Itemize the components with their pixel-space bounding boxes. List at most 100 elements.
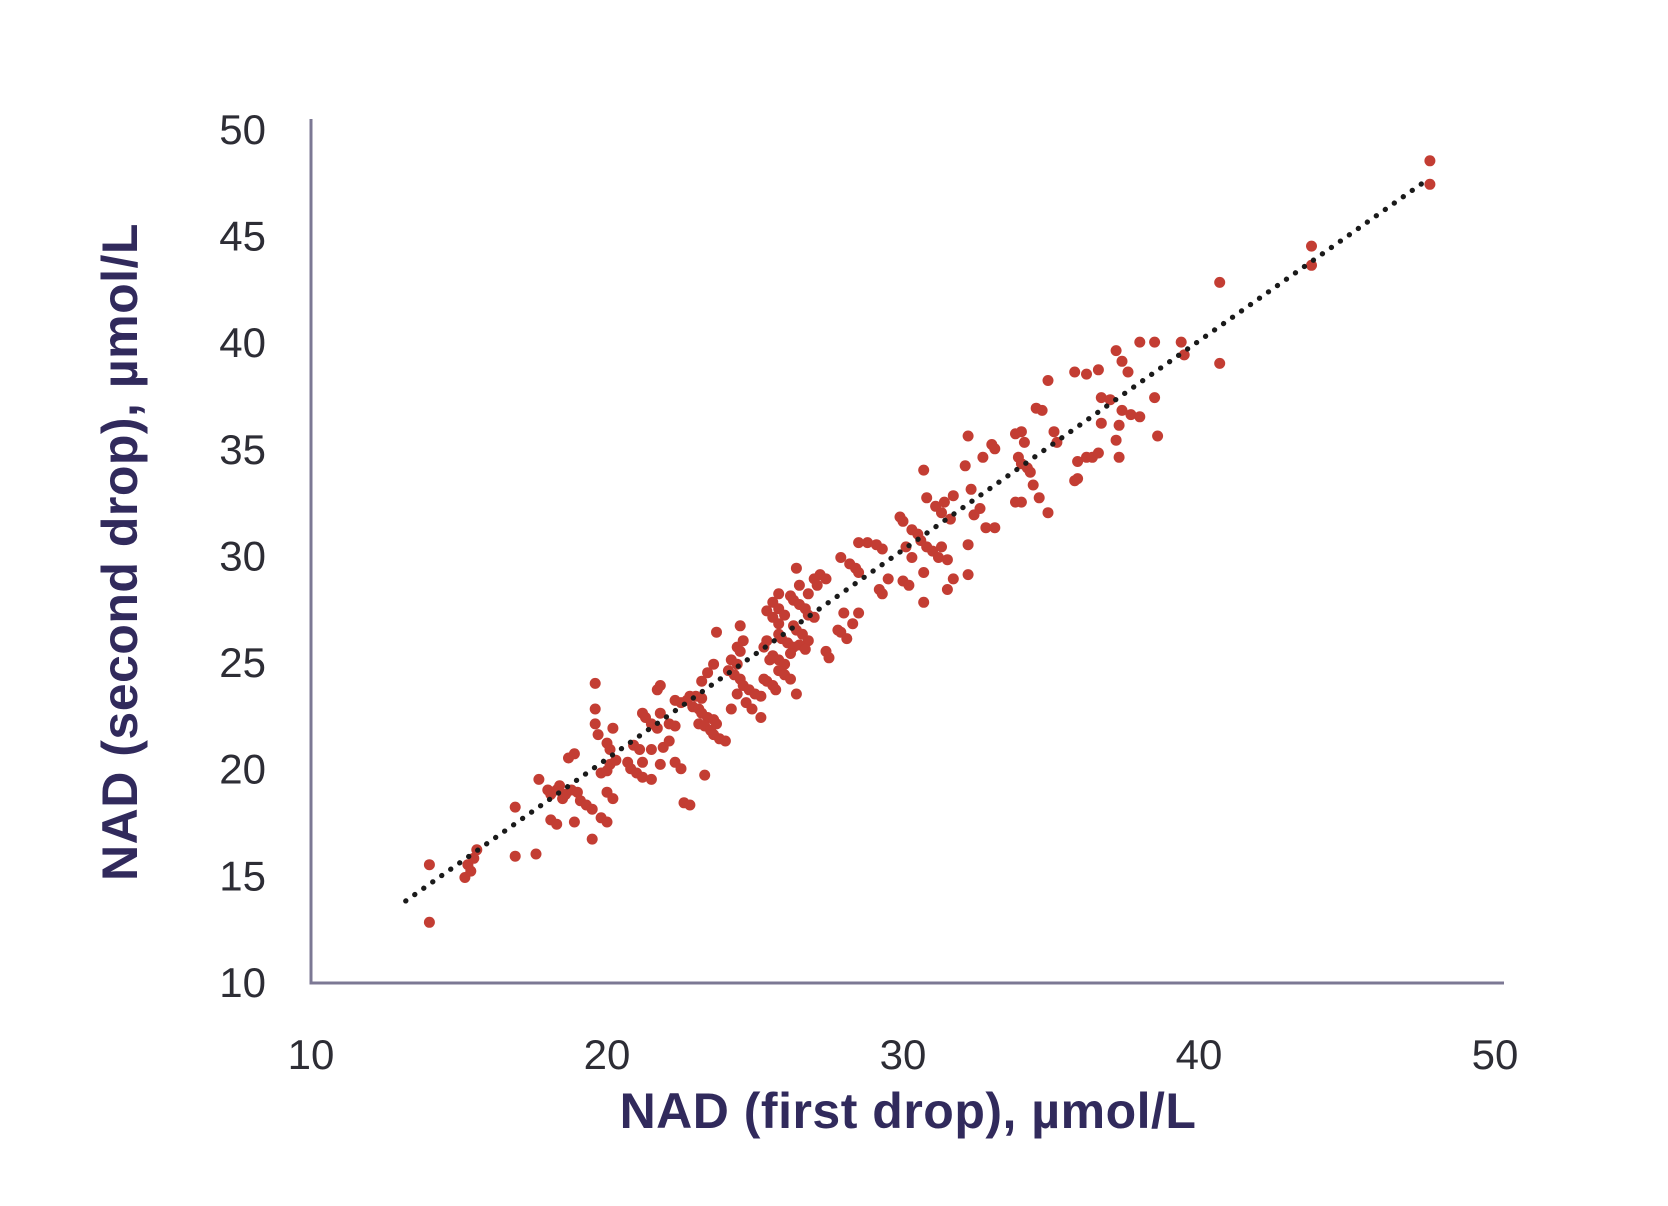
- data-point: [1033, 492, 1045, 504]
- data-point: [731, 688, 743, 700]
- data-point: [1042, 375, 1054, 386]
- data-point: [1092, 364, 1104, 376]
- data-point: [423, 916, 435, 928]
- data-point: [1424, 178, 1436, 190]
- data-point: [645, 744, 657, 755]
- data-point: [802, 635, 814, 647]
- y-tick-labels: 10 15 20 25 30 35 40 45 50: [219, 106, 266, 1006]
- data-point: [1072, 456, 1084, 467]
- data-point: [761, 635, 773, 647]
- data-point: [696, 692, 708, 704]
- data-point: [918, 567, 930, 578]
- data-point: [604, 744, 616, 755]
- data-point: [1134, 336, 1146, 348]
- data-point: [601, 816, 613, 828]
- y-tick-label: 45: [219, 213, 266, 260]
- data-point: [1072, 473, 1084, 485]
- x-tick-label: 20: [584, 1031, 631, 1078]
- y-tick-label: 15: [219, 852, 266, 899]
- points-layer: [423, 155, 1436, 928]
- data-point: [947, 490, 959, 502]
- x-tick-label: 40: [1176, 1031, 1223, 1078]
- data-point: [586, 803, 598, 815]
- data-point: [696, 675, 708, 687]
- data-point: [699, 769, 711, 781]
- data-point: [592, 729, 604, 741]
- x-tick-label: 30: [880, 1031, 927, 1078]
- data-point: [906, 552, 918, 563]
- data-point: [1122, 366, 1134, 378]
- data-point: [1018, 436, 1030, 448]
- trend-line: [403, 179, 1427, 904]
- x-tick-labels: 10 20 30 40 50: [288, 1031, 1519, 1078]
- data-point: [1149, 336, 1161, 348]
- data-point: [1134, 411, 1146, 423]
- data-point: [568, 816, 580, 828]
- data-point: [977, 451, 989, 463]
- data-point: [841, 633, 853, 645]
- data-point: [790, 562, 802, 574]
- data-point: [876, 588, 888, 600]
- data-point: [936, 507, 947, 519]
- data-point: [793, 579, 805, 591]
- data-point: [1116, 404, 1128, 416]
- data-point: [530, 848, 542, 860]
- data-point: [1081, 368, 1092, 380]
- data-point: [554, 780, 566, 792]
- axes-lines: [309, 119, 1504, 985]
- data-point: [918, 596, 930, 608]
- data-point: [607, 722, 619, 734]
- data-point: [1027, 479, 1039, 491]
- data-point: [568, 748, 580, 760]
- data-point: [785, 673, 796, 685]
- data-point: [651, 722, 663, 734]
- data-point: [882, 573, 894, 585]
- data-point: [1113, 419, 1125, 431]
- y-tick-label: 20: [219, 746, 266, 793]
- data-point: [853, 537, 865, 549]
- data-point: [571, 786, 583, 798]
- data-point: [423, 859, 435, 871]
- data-point: [1214, 357, 1226, 369]
- data-point: [980, 522, 992, 534]
- data-point: [835, 552, 847, 563]
- data-point: [918, 464, 930, 476]
- data-point: [959, 460, 971, 472]
- data-point: [989, 443, 1001, 455]
- data-point: [589, 703, 601, 715]
- data-point: [853, 567, 865, 578]
- data-point: [962, 430, 974, 442]
- data-point: [719, 735, 731, 747]
- data-point: [607, 793, 619, 805]
- data-point: [941, 584, 953, 595]
- data-point: [790, 688, 802, 700]
- data-point: [663, 735, 675, 747]
- data-point: [1015, 426, 1027, 438]
- y-axis-title: NAD (second drop), µmol/L: [92, 223, 148, 881]
- data-point: [1036, 404, 1048, 416]
- data-point: [799, 643, 811, 655]
- data-point: [876, 543, 888, 555]
- y-tick-label: 40: [219, 319, 266, 366]
- data-point: [779, 609, 791, 621]
- data-point: [921, 492, 933, 504]
- data-point: [1306, 240, 1317, 252]
- data-point: [853, 607, 865, 619]
- data-point: [708, 658, 720, 670]
- data-point: [734, 620, 746, 632]
- data-point: [509, 850, 521, 862]
- data-point: [962, 539, 974, 551]
- data-point: [1424, 155, 1436, 167]
- y-tick-label: 30: [219, 532, 266, 579]
- data-point: [862, 537, 873, 549]
- data-point: [1110, 434, 1122, 446]
- y-tick-label: 50: [219, 106, 266, 153]
- data-point: [838, 607, 850, 619]
- data-point: [1095, 392, 1107, 404]
- data-point: [941, 554, 953, 566]
- data-point: [702, 667, 714, 679]
- data-point: [675, 763, 687, 775]
- data-point: [1214, 276, 1226, 288]
- data-point: [1048, 426, 1060, 438]
